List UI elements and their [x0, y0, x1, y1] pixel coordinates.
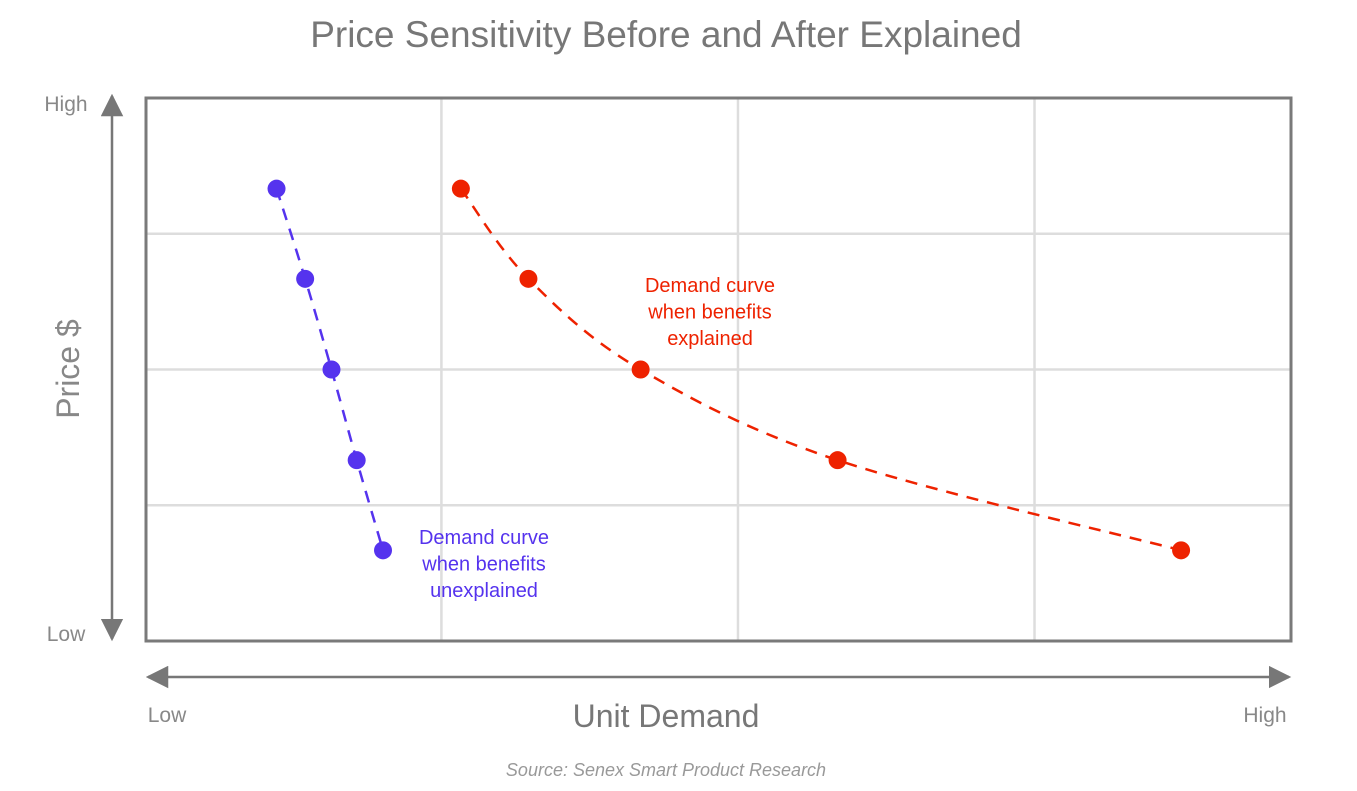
- data-point-explained-1: [451, 179, 470, 198]
- data-point-unexplained-5: [374, 541, 393, 560]
- annotation-explained: Demand curve when benefits explained: [645, 275, 775, 350]
- source-note: Source: Senex Smart Product Research: [506, 760, 826, 780]
- series-layer: [267, 179, 1191, 560]
- plot-frame: [144, 96, 1293, 643]
- data-point-unexplained-1: [267, 179, 286, 198]
- y-tick-low: Low: [47, 623, 86, 646]
- y-axis-label: Price $: [50, 319, 86, 419]
- data-point-explained-4: [828, 451, 847, 470]
- anno-explained-line-2: when benefits: [647, 302, 771, 324]
- grid-lines: [146, 98, 1291, 641]
- x-tick-low: Low: [148, 704, 187, 727]
- data-point-unexplained-4: [347, 451, 366, 470]
- data-point-explained-5: [1172, 541, 1191, 560]
- anno-explained-line-3: explained: [667, 328, 753, 350]
- anno-explained-line-1: Demand curve: [645, 275, 775, 297]
- data-point-explained-3: [631, 360, 650, 379]
- y-tick-high: High: [44, 93, 87, 116]
- anno-unexplained-line-3: unexplained: [430, 580, 538, 602]
- data-point-unexplained-3: [322, 360, 341, 379]
- chart-title: Price Sensitivity Before and After Expla…: [310, 14, 1022, 55]
- data-point-explained-2: [519, 269, 538, 288]
- annotation-unexplained: Demand curve when benefits unexplained: [419, 527, 549, 602]
- data-point-unexplained-2: [296, 269, 315, 288]
- anno-unexplained-line-1: Demand curve: [419, 527, 549, 549]
- anno-unexplained-line-2: when benefits: [421, 554, 545, 576]
- x-tick-high: High: [1243, 704, 1286, 727]
- series-line-explained: [459, 187, 1182, 552]
- x-axis-label: Unit Demand: [573, 698, 760, 734]
